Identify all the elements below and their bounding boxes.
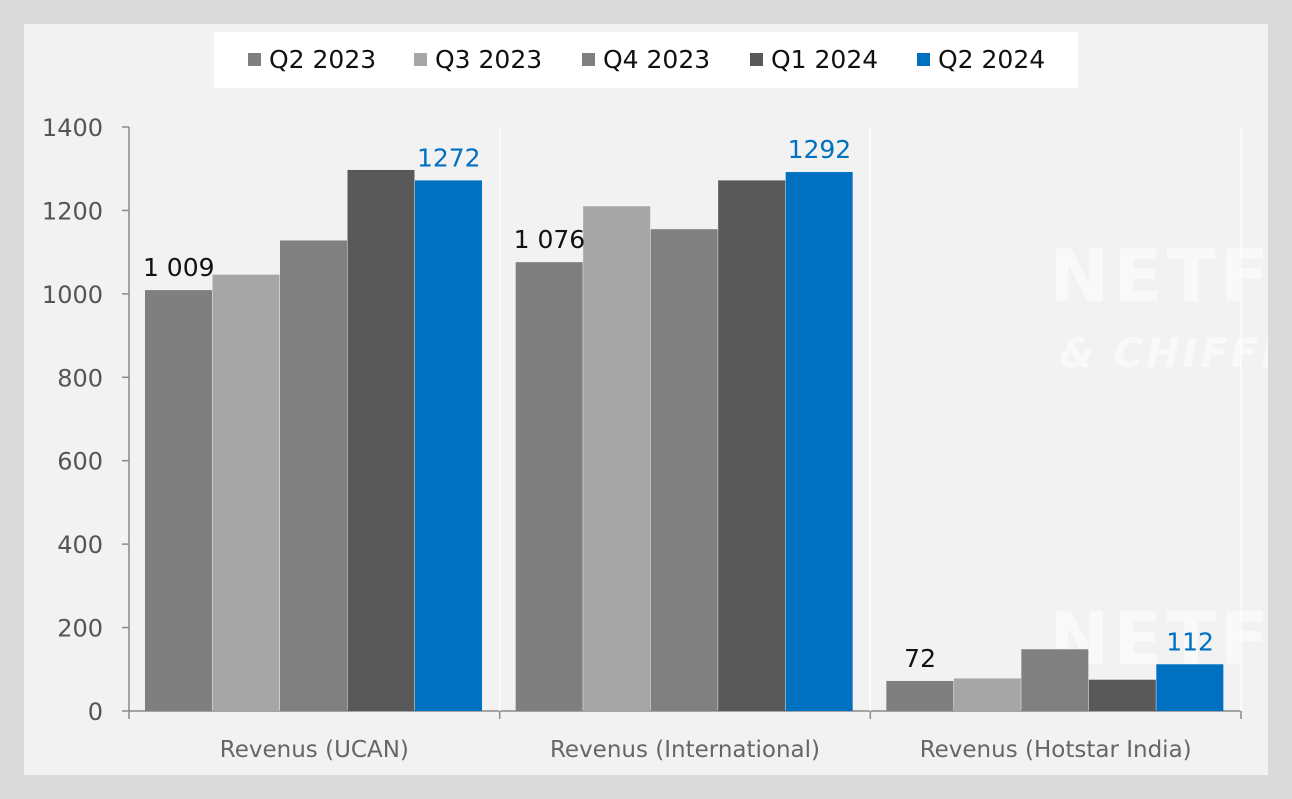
bar bbox=[583, 206, 651, 711]
legend-label: Q4 2023 bbox=[603, 45, 710, 74]
bar bbox=[886, 680, 954, 711]
y-tick-label: 400 bbox=[57, 531, 103, 559]
y-tick-label: 0 bbox=[88, 698, 103, 726]
bar bbox=[1021, 649, 1089, 711]
bar-chart: NETFLIX & CHIFFRES NETFLIX Q2 2023 Q3 202… bbox=[42, 32, 1268, 763]
data-label: 1272 bbox=[417, 143, 481, 172]
y-tick-label: 600 bbox=[57, 448, 103, 476]
bar bbox=[1088, 679, 1156, 711]
legend-label: Q3 2023 bbox=[435, 45, 542, 74]
data-label: 1 009 bbox=[143, 253, 215, 282]
bar bbox=[1156, 664, 1224, 711]
y-tick-label: 800 bbox=[57, 364, 103, 392]
legend-swatch bbox=[750, 53, 763, 66]
y-tick-label: 1000 bbox=[42, 281, 103, 309]
bar bbox=[953, 678, 1021, 711]
legend-swatch bbox=[248, 53, 261, 66]
y-tick-label: 200 bbox=[57, 615, 103, 643]
bar bbox=[347, 169, 415, 712]
legend-label: Q1 2024 bbox=[771, 45, 878, 74]
y-axis: 0 200 400 600 800 1000 1200 1400 bbox=[42, 114, 1242, 726]
legend-swatch bbox=[582, 53, 595, 66]
data-label: 112 bbox=[1166, 627, 1214, 656]
bar bbox=[212, 274, 280, 711]
bar bbox=[415, 180, 482, 711]
bar bbox=[650, 229, 718, 711]
watermark-brand-1: NETFLIX bbox=[1049, 234, 1268, 318]
legend-label: Q2 2023 bbox=[269, 45, 376, 74]
y-tick-label: 1200 bbox=[42, 197, 103, 225]
y-tick-label: 1400 bbox=[42, 114, 103, 142]
bar bbox=[280, 240, 347, 711]
data-label: 1 076 bbox=[514, 225, 586, 254]
data-label: 72 bbox=[904, 644, 936, 673]
legend: Q2 2023 Q3 2023 Q4 2023 Q1 2024 Q2 2024 bbox=[214, 32, 1078, 88]
bar bbox=[718, 180, 786, 711]
watermark-tagline-1: & CHIFFRES bbox=[1059, 331, 1268, 377]
legend-swatch bbox=[414, 53, 427, 66]
x-category-label: Revenus (UCAN) bbox=[220, 737, 409, 763]
x-axis-categories: Revenus (UCAN) Revenus (International) Rev… bbox=[220, 737, 1192, 763]
legend-label: Q2 2024 bbox=[938, 45, 1045, 74]
legend-swatch bbox=[917, 53, 930, 66]
bar bbox=[145, 290, 212, 711]
bar bbox=[785, 172, 853, 712]
bar bbox=[515, 262, 583, 711]
x-category-label: Revenus (International) bbox=[550, 737, 820, 763]
data-label: 1292 bbox=[788, 135, 852, 164]
netflix-watermark: NETFLIX & CHIFFRES NETFLIX bbox=[1049, 234, 1268, 681]
legend-box bbox=[214, 32, 1078, 88]
bars bbox=[145, 169, 1224, 712]
data-labels: 1 009 1272 1 076 1292 72 112 bbox=[143, 135, 1214, 673]
x-category-label: Revenus (Hotstar India) bbox=[920, 737, 1192, 763]
chart-frame: NETFLIX & CHIFFRES NETFLIX Q2 2023 Q3 202… bbox=[24, 24, 1268, 775]
